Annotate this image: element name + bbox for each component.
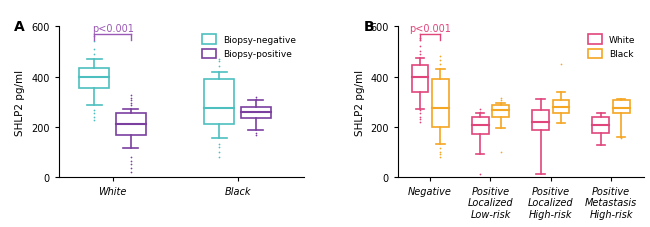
Text: p<0.001: p<0.001 — [92, 24, 134, 33]
Bar — [241, 107, 271, 118]
Bar — [411, 66, 428, 92]
Bar — [492, 106, 509, 117]
Bar — [204, 80, 234, 125]
Bar — [613, 101, 630, 113]
Y-axis label: SHLP2 pg/ml: SHLP2 pg/ml — [355, 69, 365, 135]
Y-axis label: SHLP2 pg/ml: SHLP2 pg/ml — [16, 69, 25, 135]
Text: A: A — [14, 20, 25, 34]
Bar — [116, 113, 146, 136]
Text: B: B — [363, 20, 374, 34]
Bar — [472, 117, 489, 135]
Text: p<0.001: p<0.001 — [410, 24, 451, 33]
Legend: White, Black: White, Black — [584, 32, 639, 63]
Bar — [432, 80, 448, 127]
Bar — [593, 117, 609, 133]
Bar — [552, 101, 569, 113]
Bar — [532, 111, 549, 131]
Bar — [79, 69, 109, 88]
Legend: Biopsy-negative, Biopsy-positive: Biopsy-negative, Biopsy-positive — [199, 32, 300, 63]
